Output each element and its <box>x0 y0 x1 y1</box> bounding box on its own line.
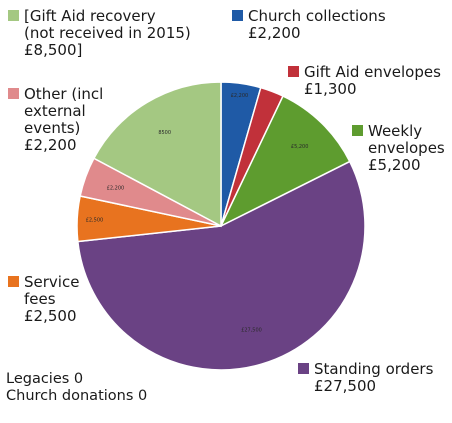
legend-label: fees <box>24 290 56 308</box>
legend-label: £1,300 <box>304 80 357 98</box>
legend-entry: Church collections£2,200 <box>232 7 386 42</box>
slice-value-label: £5,200 <box>291 144 309 150</box>
legend-swatch <box>232 10 243 21</box>
slice-value-label: £27,500 <box>241 328 262 334</box>
legend-entry: [Gift Aid recovery(not received in 2015)… <box>8 7 191 59</box>
legend-label: [Gift Aid recovery <box>24 7 156 25</box>
slice-value-label: £2,500 <box>86 218 104 224</box>
slice-value-label: £2,200 <box>107 186 125 192</box>
legend-swatch <box>288 66 299 77</box>
legend-swatch <box>298 363 309 374</box>
legend-label: Other (incl <box>24 85 103 103</box>
legend-swatch <box>8 88 19 99</box>
legend-swatch <box>8 10 19 21</box>
legend-label: events) <box>24 119 80 137</box>
legend-label: Church collections <box>248 7 386 25</box>
legend-label: Gift Aid envelopes <box>304 63 441 81</box>
legend-label: envelopes <box>368 139 445 157</box>
legend-entry: Standing orders£27,500 <box>298 360 434 395</box>
pie-slice-weekly-envelopes <box>219 95 351 228</box>
legend-label: Standing orders <box>314 360 434 378</box>
legend-entry: Gift Aid envelopes£1,300 <box>288 63 441 98</box>
legend-label: £2,200 <box>248 24 301 42</box>
church-donations-note: Church donations 0 <box>6 388 148 404</box>
slice-value-label: £2,200 <box>231 93 249 99</box>
legend-label: £8,500] <box>24 41 82 59</box>
pie-slice-gift-aid-recovery-not-received-in-2015 <box>92 81 222 228</box>
legend-label: £2,500 <box>24 307 77 325</box>
pie-slice-labels: £2,200 £5,200 £27,500 £2,500 £2,200 8500 <box>86 93 309 334</box>
legend-label: external <box>24 102 86 120</box>
legend-label: Service <box>24 273 79 291</box>
legend-swatch <box>8 276 19 287</box>
pie-slice-standing-orders <box>77 160 366 371</box>
pie-slices <box>76 81 366 371</box>
legacies-note: Legacies 0 <box>6 371 84 387</box>
slice-value-label: 8500 <box>158 130 171 136</box>
legend-label: Weekly <box>368 122 422 140</box>
legend-label: (not received in 2015) <box>24 24 191 42</box>
legend-label: £5,200 <box>368 156 421 174</box>
legend-swatch <box>352 125 363 136</box>
legend-label: £27,500 <box>314 377 376 395</box>
legend-label: £2,200 <box>24 136 77 154</box>
